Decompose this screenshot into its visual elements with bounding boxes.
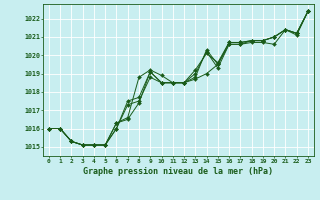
X-axis label: Graphe pression niveau de la mer (hPa): Graphe pression niveau de la mer (hPa) bbox=[84, 167, 273, 176]
